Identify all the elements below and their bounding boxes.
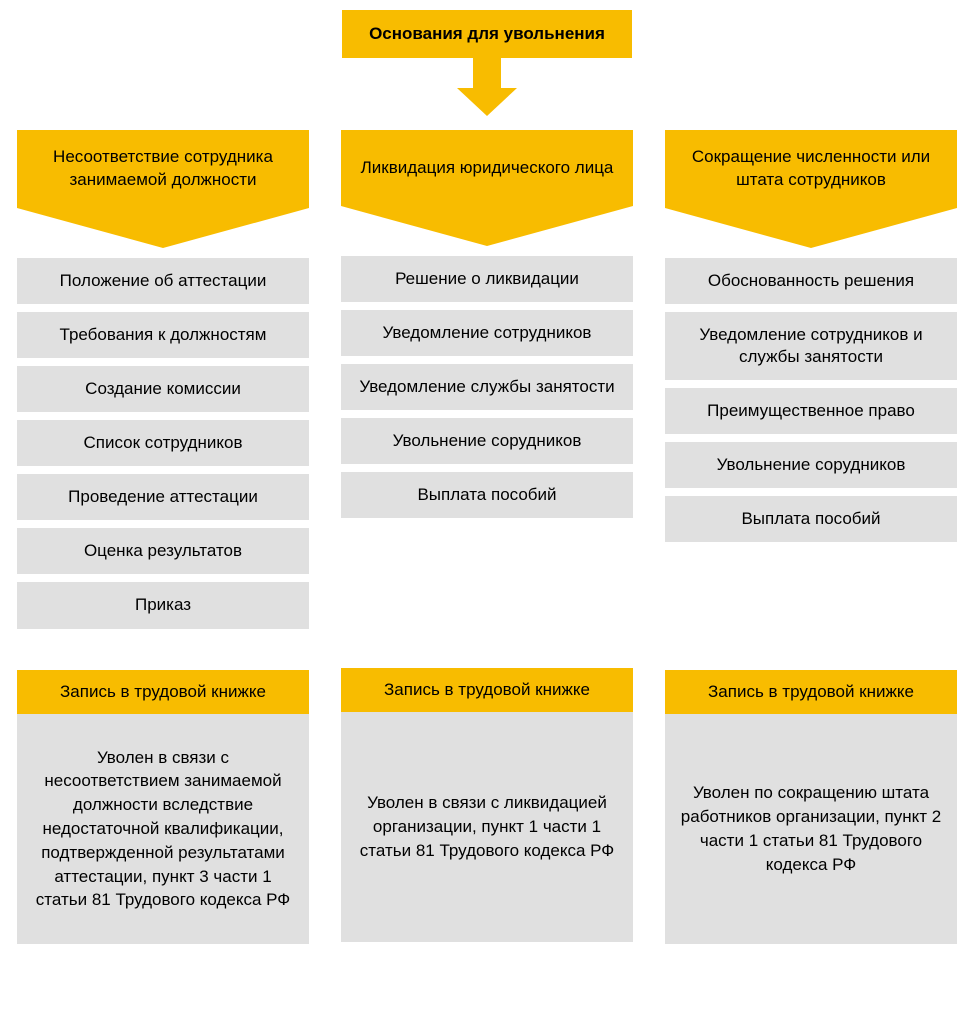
steps-list: Обоснованность решения Уведомление сотру… <box>665 258 957 652</box>
record-body: Уволен по сокращению штата работников ор… <box>665 714 957 944</box>
step-item: Требования к должностям <box>17 312 309 358</box>
step-item: Положение об аттестации <box>17 258 309 304</box>
step-item: Приказ <box>17 582 309 628</box>
record-body: Уволен в связи с несоответствием занимае… <box>17 714 309 944</box>
step-item: Выплата пособий <box>665 496 957 542</box>
columns-container: Несоответствие сотрудника занимаемой дол… <box>8 130 966 944</box>
column-1: Ликвидация юридического лица Решение о л… <box>341 130 633 944</box>
step-item: Обоснованность решения <box>665 258 957 304</box>
step-item: Оценка результатов <box>17 528 309 574</box>
step-item: Уведомление службы занятости <box>341 364 633 410</box>
steps-list: Положение об аттестации Требования к дол… <box>17 258 309 652</box>
step-item: Преимущественное право <box>665 388 957 434</box>
record-header: Запись в трудовой книжке <box>17 670 309 714</box>
step-item: Список сотрудников <box>17 420 309 466</box>
category-header: Несоответствие сотрудника занимаемой дол… <box>17 130 309 208</box>
record-body: Уволен в связи с ликвидацией организации… <box>341 712 633 942</box>
category-header: Ликвидация юридического лица <box>341 130 633 206</box>
category-arrow-icon <box>665 208 957 248</box>
root-arrow-icon <box>457 58 517 116</box>
column-0: Несоответствие сотрудника занимаемой дол… <box>17 130 309 944</box>
record-header: Запись в трудовой книжке <box>665 670 957 714</box>
step-item: Уведомление сотрудников и службы занятос… <box>665 312 957 380</box>
root-title: Основания для увольнения <box>342 10 632 58</box>
step-item: Уведомление сотрудников <box>341 310 633 356</box>
step-item: Увольнение сорудников <box>341 418 633 464</box>
record-header: Запись в трудовой книжке <box>341 668 633 712</box>
step-item: Создание комиссии <box>17 366 309 412</box>
steps-list: Решение о ликвидации Уведомление сотрудн… <box>341 256 633 650</box>
category-arrow-icon <box>341 206 633 246</box>
step-item: Проведение аттестации <box>17 474 309 520</box>
column-2: Сокращение численности или штата сотрудн… <box>665 130 957 944</box>
step-item: Увольнение сорудников <box>665 442 957 488</box>
category-header: Сокращение численности или штата сотрудн… <box>665 130 957 208</box>
category-arrow-icon <box>17 208 309 248</box>
step-item: Решение о ликвидации <box>341 256 633 302</box>
step-item: Выплата пособий <box>341 472 633 518</box>
